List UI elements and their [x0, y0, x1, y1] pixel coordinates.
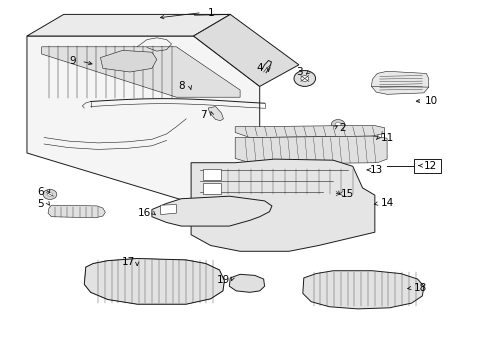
Text: 6: 6 [37, 186, 44, 197]
Polygon shape [235, 136, 387, 164]
Polygon shape [48, 205, 105, 218]
Polygon shape [27, 14, 230, 36]
Circle shape [239, 277, 256, 290]
Circle shape [238, 204, 252, 214]
Text: 8: 8 [178, 81, 185, 91]
Circle shape [217, 195, 244, 215]
Polygon shape [191, 159, 375, 251]
Circle shape [310, 144, 327, 157]
Text: 18: 18 [414, 283, 427, 293]
Circle shape [279, 147, 289, 154]
Circle shape [294, 71, 316, 86]
Text: 19: 19 [216, 275, 230, 285]
Polygon shape [235, 125, 385, 138]
Text: 13: 13 [369, 165, 383, 175]
Text: 9: 9 [69, 56, 76, 66]
Polygon shape [203, 169, 220, 180]
Circle shape [153, 271, 180, 292]
Text: 5: 5 [37, 199, 44, 210]
Text: 12: 12 [423, 161, 437, 171]
Text: 14: 14 [380, 198, 394, 208]
Polygon shape [229, 274, 265, 292]
Circle shape [301, 76, 309, 81]
Circle shape [191, 275, 211, 290]
Polygon shape [42, 47, 240, 97]
Text: 3: 3 [296, 67, 303, 77]
Text: 17: 17 [122, 257, 135, 267]
Circle shape [273, 143, 295, 158]
Polygon shape [371, 71, 429, 94]
Polygon shape [84, 258, 224, 304]
Polygon shape [414, 159, 441, 173]
Text: 15: 15 [341, 189, 355, 199]
Polygon shape [100, 50, 157, 72]
Text: 10: 10 [425, 96, 438, 106]
Circle shape [43, 189, 57, 199]
Polygon shape [208, 107, 223, 121]
Circle shape [338, 192, 342, 195]
Text: 11: 11 [380, 132, 394, 143]
Circle shape [308, 209, 337, 230]
Text: 7: 7 [200, 110, 207, 120]
Polygon shape [27, 36, 260, 203]
Circle shape [114, 271, 141, 292]
Circle shape [315, 148, 322, 153]
Circle shape [48, 193, 52, 196]
Circle shape [331, 120, 345, 130]
Circle shape [279, 221, 304, 239]
Text: 2: 2 [340, 123, 346, 133]
Text: 4: 4 [256, 63, 263, 73]
Circle shape [245, 212, 274, 234]
Text: 1: 1 [207, 8, 214, 18]
Polygon shape [194, 14, 299, 86]
Circle shape [351, 280, 379, 300]
Polygon shape [152, 196, 272, 226]
Polygon shape [303, 271, 424, 309]
Polygon shape [203, 183, 220, 194]
Circle shape [385, 282, 407, 298]
Text: 16: 16 [138, 208, 151, 218]
Circle shape [321, 281, 345, 299]
Circle shape [202, 205, 220, 218]
Circle shape [333, 189, 346, 199]
Polygon shape [161, 204, 176, 215]
Circle shape [335, 122, 341, 127]
